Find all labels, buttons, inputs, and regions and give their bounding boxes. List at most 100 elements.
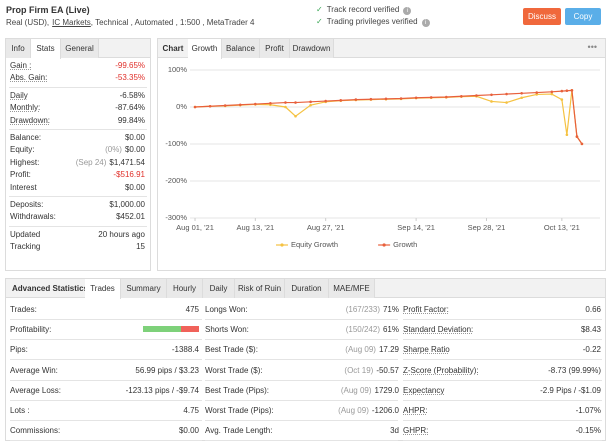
stat-value-text: -0.22 xyxy=(582,345,601,355)
stat-label: Avg. Trade Length: xyxy=(205,426,273,436)
series-marker xyxy=(520,92,523,95)
stat-value-text: -1.07% xyxy=(575,406,601,415)
stat-value-text: $8.43 xyxy=(580,325,601,335)
stat-value: -123.13 pips / -$9.74 xyxy=(126,386,199,395)
verification-text: Trading privileges verified xyxy=(326,17,418,26)
y-tick-label: -100% xyxy=(165,139,187,148)
row-line xyxy=(205,359,398,361)
stat-label: Updated xyxy=(10,229,41,239)
stat-value-text: $1,471.54 xyxy=(109,157,145,167)
tab[interactable]: Growth xyxy=(188,39,222,59)
stat-value: 4.75 xyxy=(183,406,199,415)
series-marker xyxy=(294,101,297,104)
profitability-bar xyxy=(143,326,199,333)
series-marker xyxy=(223,104,227,107)
tab[interactable]: Chart xyxy=(162,44,184,53)
series-marker xyxy=(580,142,584,146)
stat-value-text: $0.00 xyxy=(124,182,145,192)
series-marker xyxy=(490,93,493,97)
tab[interactable]: Risk of Ruin xyxy=(235,279,285,298)
tab[interactable]: Info xyxy=(6,39,31,58)
legend-marker xyxy=(280,243,284,247)
stat-note: (Aug 09) xyxy=(340,385,372,395)
series-marker xyxy=(475,94,478,97)
stat-value-text: -50.57 xyxy=(376,365,399,375)
row-line xyxy=(10,339,202,341)
series-marker xyxy=(238,103,242,107)
stat-label: Monthly: xyxy=(10,103,41,113)
stat-label: Z-Score (Probability): xyxy=(403,365,479,375)
stat-note: (Sep 24) xyxy=(75,157,107,167)
stat-note: (150/242) xyxy=(345,325,380,335)
more-menu[interactable]: ••• xyxy=(587,42,597,52)
series-marker xyxy=(309,100,312,104)
stat-value: -1388.4 xyxy=(172,345,199,354)
separator xyxy=(9,225,147,227)
tab[interactable]: Hourly xyxy=(167,279,203,298)
stat-value: $0.00 xyxy=(125,133,145,142)
x-tick-label: Aug 27, '21 xyxy=(307,223,345,232)
subtitle-part: Real (USD), xyxy=(6,18,50,27)
tab[interactable]: Duration xyxy=(285,279,329,298)
stat-value-text: 475 xyxy=(185,305,199,314)
stat-value-text: -123.13 pips / -$9.74 xyxy=(125,385,199,395)
stat-value: 56.99 pips / $3.23 xyxy=(135,366,199,375)
series-marker xyxy=(550,90,554,94)
stat-value-text: 20 hours ago xyxy=(98,229,145,239)
stat-label: Profit Factor: xyxy=(403,305,449,314)
series-marker xyxy=(269,102,272,105)
stat-value-text: -1388.4 xyxy=(171,345,199,355)
stat-value-text: 17.29 xyxy=(378,345,399,355)
row-line xyxy=(403,359,602,361)
series-marker xyxy=(284,101,287,104)
stat-label: AHPR: xyxy=(403,406,428,415)
stat-label: Profitability: xyxy=(10,325,52,335)
stat-label: Interest xyxy=(10,182,37,192)
row-line xyxy=(10,359,202,361)
series-marker xyxy=(294,114,297,118)
series-marker xyxy=(535,93,539,96)
stat-value-text: 3d xyxy=(390,426,399,436)
tab[interactable]: Trades xyxy=(85,279,121,299)
row-line xyxy=(205,420,398,421)
series-marker xyxy=(208,104,212,108)
stats-title: Advanced Statistics xyxy=(12,284,89,293)
chart-panel: Chart Growth Balance Profit Drawdown ••• xyxy=(157,38,606,271)
series-marker xyxy=(560,89,564,93)
tab[interactable]: Daily xyxy=(203,279,235,298)
series-marker xyxy=(550,92,554,96)
title: Prop Firm EA (Live) xyxy=(6,5,90,15)
check-icon: ✓ xyxy=(316,17,323,26)
tab[interactable]: Profit xyxy=(260,39,290,58)
button[interactable]: Copy xyxy=(565,8,601,25)
x-tick-label: Aug 01, '21 xyxy=(176,223,214,232)
tab[interactable]: Stats xyxy=(31,39,61,59)
stat-label: Average Win: xyxy=(10,365,58,375)
separator xyxy=(9,129,147,130)
tab[interactable]: Summary xyxy=(121,279,167,298)
info-tabs: Info Stats General xyxy=(6,39,150,59)
tab[interactable]: Drawdown xyxy=(290,39,334,58)
tab[interactable]: Balance xyxy=(222,39,260,58)
series-marker xyxy=(505,92,508,96)
stat-label: Expectancy xyxy=(403,385,445,395)
stat-label: Best Trade ($): xyxy=(205,345,258,355)
subtitle-part[interactable]: IC Markets xyxy=(52,18,91,27)
stat-value-text: -6.58% xyxy=(119,90,145,100)
row-line xyxy=(10,399,202,401)
row-line xyxy=(403,440,602,442)
series-marker xyxy=(324,99,327,103)
tab[interactable]: General xyxy=(61,39,99,58)
stat-value-text: 99.84% xyxy=(117,115,145,125)
stat-value: (Aug 09) 17.29 xyxy=(345,345,399,354)
check-icon: ✓ xyxy=(316,5,323,14)
stat-value: -87.64% xyxy=(115,103,145,112)
verification-text: Track record verified xyxy=(326,5,400,14)
stat-value: $1,000.00 xyxy=(109,200,145,209)
button[interactable]: Discuss xyxy=(523,8,561,25)
stat-label: Lots : xyxy=(10,406,30,415)
series-marker xyxy=(575,135,579,138)
tab[interactable]: MAE/MFE xyxy=(329,279,375,298)
stat-value-text: -2.9 Pips / -$1.09 xyxy=(540,385,601,395)
